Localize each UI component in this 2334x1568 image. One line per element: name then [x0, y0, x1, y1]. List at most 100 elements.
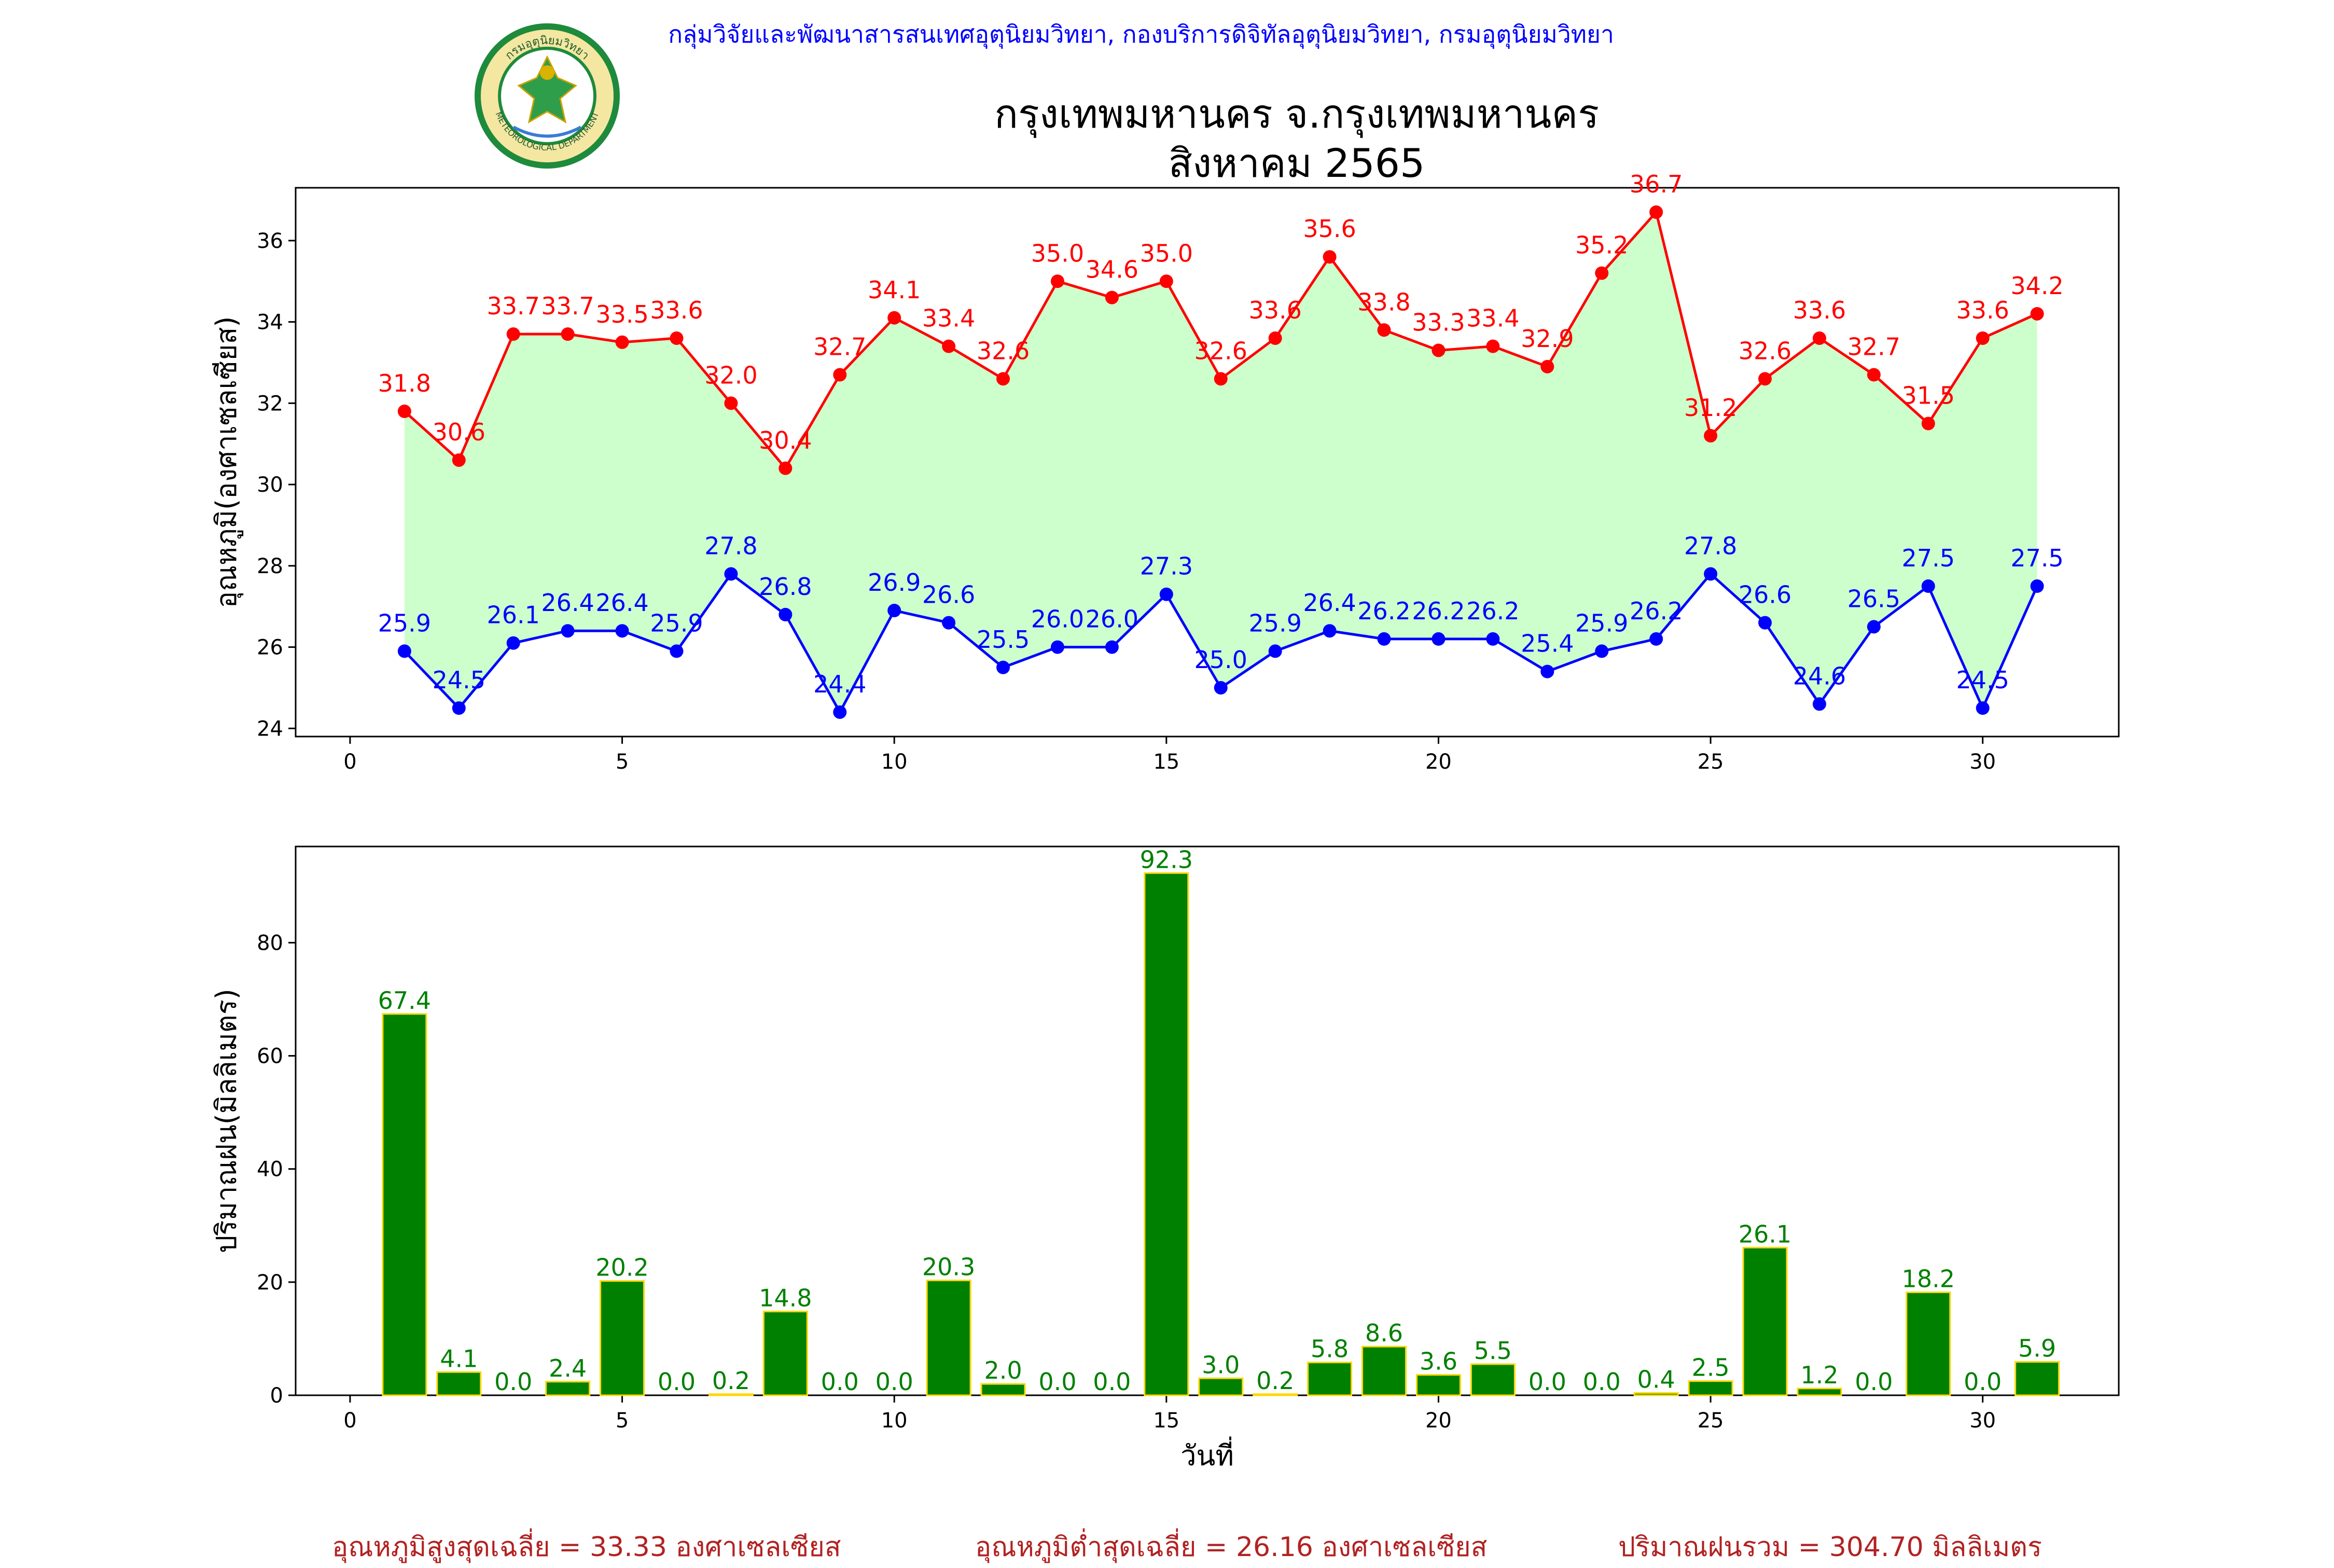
- max-temp-point: [887, 311, 901, 325]
- max-temp-label: 33.8: [1357, 288, 1410, 316]
- x-tick-label-1: 20: [1425, 1409, 1452, 1433]
- min-temp-point: [1050, 640, 1064, 654]
- max-temp-label: 33.7: [487, 292, 539, 320]
- rain-bar: [1415, 1374, 1461, 1396]
- max-temp-point: [397, 405, 411, 419]
- min-temp-label: 26.4: [1303, 589, 1356, 617]
- max-temp-label: 33.6: [1248, 296, 1301, 324]
- max-temp-point: [1867, 368, 1881, 382]
- min-temp-label: 26.0: [1031, 605, 1084, 633]
- rain-bar-label: 0.0: [494, 1368, 532, 1396]
- x-tick-label-0: 0: [343, 750, 356, 774]
- max-temp-point: [1921, 417, 1935, 431]
- rain-bar-label: 3.6: [1420, 1348, 1457, 1376]
- y-tick-label-0: 30: [257, 473, 283, 497]
- max-temp-label: 31.8: [378, 369, 431, 397]
- rain-bar: [980, 1383, 1026, 1396]
- rain-bar-label: 2.0: [984, 1356, 1022, 1384]
- min-temp-point: [1595, 644, 1609, 658]
- max-temp-label: 31.5: [1902, 382, 1955, 410]
- max-temp-label: 33.6: [1793, 296, 1846, 324]
- chart-title-month: สิงหาคม 2565: [1168, 140, 1425, 186]
- max-temp-point: [996, 372, 1010, 386]
- max-temp-label: 33.4: [1466, 304, 1519, 332]
- rain-bar-label: 5.8: [1311, 1335, 1349, 1363]
- chart-title-location: กรุงเทพมหานคร จ.กรุงเทพมหานคร: [994, 91, 1600, 137]
- x-tick-label-1: 30: [1969, 1409, 1996, 1433]
- min-temp-label: 25.5: [977, 626, 1030, 654]
- min-temp-label: 26.8: [759, 573, 812, 601]
- avg-min-temp: อุณหภูมิต่ำสุดเฉลี่ย = 26.16 องศาเซลเซีย…: [975, 1532, 1488, 1563]
- max-temp-label: 32.7: [1847, 333, 1900, 361]
- min-temp-point: [615, 624, 629, 638]
- max-temp-label: 32.6: [1739, 337, 1791, 365]
- min-temp-point: [1976, 701, 1990, 715]
- temperature-range-fill: [404, 212, 2037, 712]
- rain-bar-label: 0.2: [1256, 1367, 1294, 1395]
- rain-bar-label: 0.0: [658, 1368, 696, 1396]
- rain-bar-label: 0.0: [1583, 1368, 1621, 1396]
- min-temp-point: [942, 616, 956, 630]
- min-temp-point: [2030, 579, 2044, 593]
- rain-bar: [1797, 1387, 1842, 1396]
- rain-bar-label: 2.4: [549, 1354, 587, 1382]
- rain-bar: [436, 1371, 482, 1396]
- max-temp-point: [724, 396, 738, 410]
- y-tick-label-0: 26: [257, 636, 283, 660]
- min-temp-point: [1758, 616, 1772, 630]
- max-temp-label: 35.0: [1031, 239, 1084, 267]
- min-temp-point: [1268, 644, 1282, 658]
- min-temp-label: 24.5: [433, 666, 485, 694]
- max-temp-point: [452, 453, 466, 467]
- max-temp-point: [1595, 266, 1609, 280]
- min-temp-label: 26.2: [1466, 597, 1519, 625]
- min-temp-point: [1812, 697, 1826, 711]
- rain-bar: [545, 1381, 591, 1396]
- rain-bar: [1906, 1291, 1951, 1396]
- min-temp-label: 25.0: [1194, 646, 1247, 674]
- y-tick-label-0: 36: [257, 229, 283, 253]
- min-temp-point: [1921, 579, 1935, 593]
- x-tick-label-0: 20: [1425, 750, 1452, 774]
- rain-bar-label: 0.0: [1529, 1368, 1566, 1396]
- max-temp-label: 33.4: [922, 304, 975, 332]
- min-temp-point: [1159, 587, 1173, 601]
- min-temp-label: 24.4: [813, 670, 866, 698]
- y-axis-label-1: ปริมาณฝน(มิลลิเมตร): [210, 989, 243, 1253]
- y-tick-label-1: 0: [270, 1384, 283, 1408]
- min-temp-label: 26.5: [1847, 585, 1900, 613]
- max-temp-point: [1704, 429, 1718, 443]
- min-temp-point: [1323, 624, 1337, 638]
- min-temp-point: [779, 607, 793, 621]
- max-temp-label: 32.7: [813, 333, 866, 361]
- rain-bar: [708, 1393, 754, 1396]
- max-temp-label: 31.2: [1684, 394, 1737, 422]
- min-temp-point: [452, 701, 466, 715]
- min-temp-point: [561, 624, 575, 638]
- max-temp-point: [1649, 205, 1663, 219]
- max-temp-label: 35.2: [1575, 231, 1628, 259]
- max-temp-point: [561, 327, 575, 341]
- min-temp-point: [724, 567, 738, 581]
- rain-bar-label: 18.2: [1902, 1265, 1955, 1293]
- max-temp-point: [615, 335, 629, 349]
- rain-bar-label: 8.6: [1365, 1319, 1403, 1347]
- min-temp-label: 25.9: [1575, 609, 1628, 637]
- rain-bar: [762, 1311, 808, 1396]
- min-temp-label: 26.6: [922, 581, 975, 609]
- min-temp-label: 26.4: [541, 589, 594, 617]
- rain-bar: [1307, 1362, 1353, 1396]
- min-temp-point: [1432, 632, 1446, 646]
- min-temp-point: [1377, 632, 1391, 646]
- max-temp-label: 36.7: [1630, 170, 1683, 198]
- max-temp-point: [670, 331, 684, 345]
- max-temp-label: 32.6: [1194, 337, 1247, 365]
- rain-bar-label: 0.4: [1637, 1366, 1675, 1394]
- rain-bar-label: 92.3: [1140, 845, 1193, 873]
- max-temp-point: [1268, 331, 1282, 345]
- max-temp-point: [1432, 343, 1446, 357]
- rain-bar-label: 20.2: [595, 1254, 648, 1282]
- min-temp-label: 25.4: [1521, 630, 1574, 658]
- y-axis-label-0: อุณหภูมิ(องศาเซลเซียส): [210, 316, 244, 608]
